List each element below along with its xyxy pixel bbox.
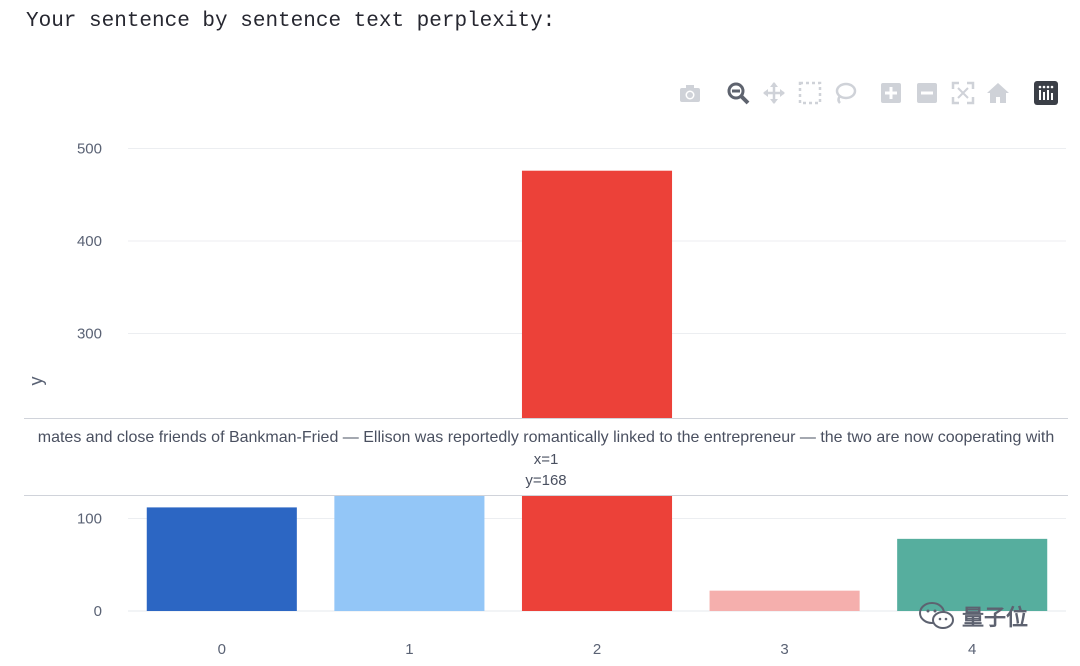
pan-icon[interactable] — [759, 78, 789, 108]
zoom-in-icon[interactable] — [876, 78, 906, 108]
autoscale-icon[interactable] — [948, 78, 978, 108]
y-tick-label: 100 — [77, 511, 102, 528]
hover-x-value: x=1 — [533, 451, 559, 468]
camera-icon[interactable] — [675, 78, 705, 108]
reset-axes-icon[interactable] — [983, 78, 1013, 108]
watermark-text: 量子位 — [962, 606, 1029, 631]
zoom-out-icon[interactable] — [912, 78, 942, 108]
bar-2[interactable] — [521, 170, 673, 611]
bar-0[interactable] — [146, 507, 297, 611]
x-tick-label: 3 — [780, 641, 788, 658]
hover-y-value: y=168 — [525, 472, 567, 489]
bar-3[interactable] — [709, 590, 860, 611]
x-tick-label: 2 — [593, 641, 601, 658]
lasso-select-icon[interactable] — [830, 78, 860, 108]
box-select-icon[interactable] — [795, 78, 825, 108]
bar-4[interactable] — [897, 538, 1048, 611]
watermark: 量子位 — [918, 600, 1028, 632]
plot-modebar — [675, 78, 1060, 108]
y-tick-label: 0 — [94, 603, 102, 620]
x-tick-label: 0 — [218, 641, 226, 658]
y-axis-title: y — [26, 377, 46, 386]
x-tick-label: 1 — [405, 641, 413, 658]
plotly-logo-icon[interactable] — [1031, 78, 1061, 108]
hover-sentence: mates and close friends of Bankman-Fried… — [37, 429, 1055, 446]
page-heading: Your sentence by sentence text perplexit… — [26, 10, 556, 33]
wechat-icon — [919, 602, 954, 629]
y-tick-label: 300 — [77, 326, 102, 343]
x-tick-label: 4 — [968, 641, 976, 658]
hover-tooltip: mates and close friends of Bankman-Fried… — [24, 418, 1068, 496]
y-tick-label: 400 — [77, 233, 102, 250]
zoom-icon[interactable] — [723, 78, 753, 108]
y-tick-label: 500 — [77, 141, 102, 158]
